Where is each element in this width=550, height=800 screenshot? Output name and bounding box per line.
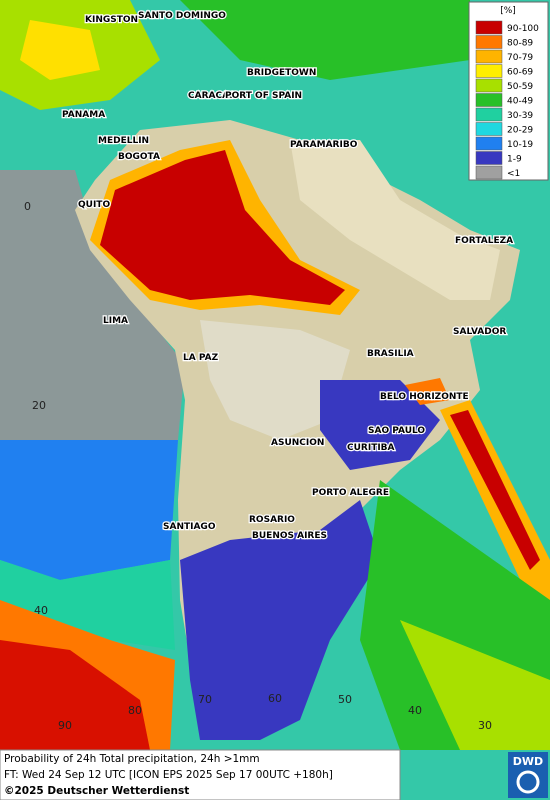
legend-swatch bbox=[475, 78, 503, 93]
legend-swatch bbox=[475, 49, 503, 64]
legend-swatch bbox=[475, 107, 503, 122]
legend-label: 80-89 bbox=[507, 39, 533, 49]
legend-label: <1 bbox=[507, 169, 520, 179]
logo-box bbox=[508, 752, 548, 798]
logo-text: DWD bbox=[513, 755, 543, 768]
legend-title: [%] bbox=[500, 6, 516, 16]
atlantic-field bbox=[400, 620, 550, 750]
grid-label: 80 bbox=[128, 704, 142, 717]
city-label: BUENOS AIRES bbox=[252, 531, 327, 541]
legend-swatch bbox=[475, 93, 503, 107]
city-label: MEDELLIN bbox=[98, 136, 149, 146]
pacific-field bbox=[0, 440, 178, 580]
city-label: SAO PAULO bbox=[368, 426, 425, 436]
footer-forecast: FT: Wed 24 Sep 12 UTC [ICON EPS 2025 Sep… bbox=[4, 769, 333, 781]
no-data-ocean bbox=[0, 170, 185, 440]
legend: 90-100 80-89 70-79 60-69 50-59 40-49 30-39 20-2… bbox=[475, 20, 539, 180]
grid-label: 20 bbox=[32, 399, 46, 412]
legend-swatch bbox=[475, 35, 503, 49]
rain-core bbox=[405, 378, 450, 405]
city-label: PANAMA bbox=[62, 110, 105, 120]
legend-label: 40-49 bbox=[507, 97, 533, 107]
grid-label: 60 bbox=[268, 692, 282, 705]
city-label: KINGSTON bbox=[85, 15, 138, 25]
logo-icon bbox=[516, 770, 540, 794]
city-label: BRASILIA bbox=[367, 349, 414, 359]
city-label: FORTALEZA bbox=[455, 236, 513, 246]
city-label: BOGOTA bbox=[118, 152, 160, 162]
city-label: LA PAZ bbox=[183, 353, 219, 363]
legend-label: 20-29 bbox=[507, 126, 533, 136]
city-label: BRIDGETOWN bbox=[247, 68, 316, 78]
legend-swatch bbox=[475, 20, 503, 35]
dry-band bbox=[180, 500, 380, 740]
dry-band bbox=[320, 380, 440, 470]
labels: KINGSTON SANTO DOMINGO BRIDGETOWN PANAMA CAR… bbox=[24, 10, 514, 732]
dry-land bbox=[290, 140, 500, 300]
city-label: SANTIAGO bbox=[163, 522, 216, 532]
grid-label: 70 bbox=[198, 693, 212, 706]
grid-label: 0 bbox=[24, 200, 31, 213]
footer-title: Probability of 24h Total precipitation, … bbox=[4, 753, 260, 765]
legend-label: 90-100 bbox=[507, 24, 539, 34]
rain-streak bbox=[450, 410, 540, 570]
legend-swatch bbox=[475, 165, 503, 180]
city-label: SANTO DOMINGO bbox=[138, 11, 226, 21]
footer-box bbox=[0, 749, 401, 800]
grid-label: 40 bbox=[34, 604, 48, 617]
city-label: CARACAS bbox=[188, 91, 236, 101]
legend-swatch bbox=[475, 122, 503, 136]
city-label: QUITO bbox=[78, 200, 110, 210]
legend-label: 10-19 bbox=[507, 140, 533, 150]
atlantic-field bbox=[180, 0, 470, 80]
city-label: PORTO ALEGRE bbox=[312, 488, 389, 498]
rain-core bbox=[100, 150, 345, 305]
legend-label: 70-79 bbox=[507, 53, 533, 63]
legend-label: 50-59 bbox=[507, 82, 533, 92]
city-label: ROSARIO bbox=[249, 515, 295, 525]
caribbean-field bbox=[20, 20, 100, 80]
pacific-field bbox=[0, 640, 150, 750]
city-label: BELO HORIZONTE bbox=[380, 392, 469, 402]
dry-land bbox=[200, 320, 350, 440]
rain-streak bbox=[440, 400, 550, 610]
footer-copyright: ©2025 Deutscher Wetterdienst bbox=[4, 785, 189, 797]
legend-label: 30-39 bbox=[507, 111, 533, 121]
legend-swatch bbox=[475, 136, 503, 151]
city-label: PARAMARIBO bbox=[290, 140, 358, 150]
city-label: LIMA bbox=[103, 316, 128, 326]
grid-label: 50 bbox=[338, 693, 352, 706]
legend-label: 60-69 bbox=[507, 68, 533, 78]
city-label: SALVADOR bbox=[453, 327, 506, 337]
city-label: ASUNCION bbox=[271, 438, 324, 448]
legend-swatch bbox=[475, 151, 503, 165]
grid-label: 90 bbox=[58, 719, 72, 732]
legend-label: 1-9 bbox=[507, 155, 522, 165]
grid-label: 30 bbox=[478, 719, 492, 732]
city-label: CURITIBA bbox=[347, 443, 395, 453]
pacific-field bbox=[0, 560, 175, 650]
legend-swatch bbox=[475, 64, 503, 78]
grid-label: 40 bbox=[408, 704, 422, 717]
city-label: PORT OF SPAIN bbox=[225, 91, 302, 101]
